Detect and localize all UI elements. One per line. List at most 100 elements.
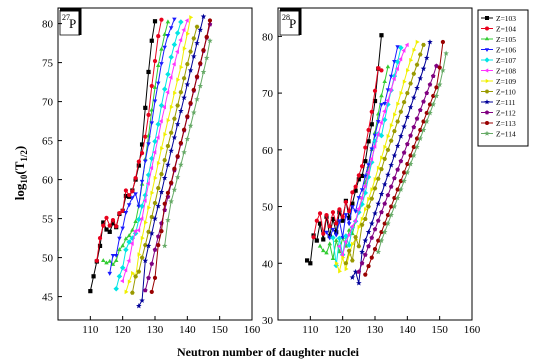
data-point	[142, 192, 149, 198]
data-point	[356, 206, 361, 212]
data-point	[320, 248, 326, 253]
data-point	[155, 81, 161, 86]
data-point	[139, 255, 145, 260]
data-point	[168, 26, 174, 31]
data-point	[94, 258, 99, 263]
data-point	[365, 229, 372, 235]
data-point	[162, 158, 168, 163]
data-point	[168, 130, 174, 135]
legend-swatch-marker	[484, 36, 490, 41]
data-point	[388, 212, 394, 218]
data-point	[401, 150, 407, 155]
x-axis-label: Neutron number of daughter nuclei	[177, 345, 360, 359]
data-point	[378, 120, 383, 125]
data-point	[148, 230, 155, 236]
data-point	[133, 192, 138, 197]
data-point	[149, 83, 154, 89]
data-point	[421, 119, 426, 124]
data-point	[136, 163, 141, 168]
data-point	[139, 150, 145, 156]
series-z-110	[130, 24, 200, 295]
data-point	[149, 107, 155, 112]
data-point	[437, 65, 442, 70]
data-point	[357, 224, 362, 230]
data-point	[165, 144, 171, 149]
data-point	[373, 177, 378, 182]
data-point	[379, 68, 384, 73]
data-point	[126, 233, 132, 238]
data-point	[97, 236, 103, 241]
data-point	[139, 216, 144, 221]
data-point	[417, 135, 424, 141]
data-point	[337, 210, 342, 215]
legend-item: Z=110	[481, 88, 516, 97]
data-point	[153, 175, 158, 181]
data-point	[142, 257, 149, 264]
data-point	[91, 274, 96, 279]
data-point	[411, 94, 417, 101]
data-point	[365, 174, 372, 180]
y-tick-label: 45	[42, 292, 54, 304]
data-point	[132, 228, 137, 234]
data-point	[136, 269, 142, 274]
series-z-113	[149, 18, 213, 295]
data-point	[146, 142, 151, 147]
data-point	[169, 104, 174, 110]
data-point	[411, 144, 416, 150]
data-point	[368, 220, 375, 226]
data-point	[362, 183, 367, 189]
data-point	[120, 226, 125, 231]
y-tick-label: 75	[42, 58, 54, 70]
data-point	[414, 62, 420, 67]
data-point	[149, 121, 155, 126]
data-point	[363, 145, 368, 150]
legend-item: Z=112	[481, 109, 516, 118]
data-point	[117, 211, 122, 216]
data-point	[152, 19, 158, 24]
data-point	[165, 161, 171, 168]
data-point	[116, 273, 123, 280]
data-point	[110, 253, 116, 258]
data-point	[398, 186, 404, 192]
data-point	[123, 267, 128, 273]
data-point	[398, 44, 404, 51]
data-point	[337, 207, 342, 212]
y-tick-label: 40	[262, 258, 274, 270]
x-tick-label: 160	[244, 324, 261, 336]
data-point	[200, 69, 207, 75]
legend-swatch-marker	[484, 99, 490, 105]
legend-swatch-marker	[485, 26, 489, 31]
data-point	[389, 123, 394, 128]
legend-label: Z=110	[496, 88, 516, 97]
data-point	[427, 110, 433, 116]
data-point	[379, 167, 384, 172]
data-point	[162, 207, 167, 212]
data-point	[321, 231, 326, 236]
y-tick-label: 80	[262, 31, 274, 43]
data-point	[152, 84, 158, 89]
data-point	[110, 262, 116, 266]
series-z-111	[349, 39, 433, 286]
data-point	[156, 33, 161, 39]
series-z-112	[356, 63, 439, 274]
data-point	[341, 255, 346, 260]
data-point	[375, 248, 382, 255]
data-point	[406, 68, 410, 73]
data-point	[408, 133, 413, 138]
data-point	[175, 103, 180, 108]
data-point	[126, 203, 132, 208]
data-point	[321, 237, 326, 242]
legend-label: Z=111	[496, 98, 516, 107]
data-point	[182, 127, 187, 132]
series-z-114	[375, 50, 449, 255]
data-point	[162, 104, 167, 110]
data-point	[333, 233, 339, 238]
data-point	[334, 261, 339, 266]
data-point	[405, 161, 410, 167]
data-point	[395, 187, 400, 192]
data-point	[182, 46, 187, 51]
data-point	[366, 243, 371, 249]
data-point	[398, 109, 404, 114]
data-point	[343, 213, 349, 218]
